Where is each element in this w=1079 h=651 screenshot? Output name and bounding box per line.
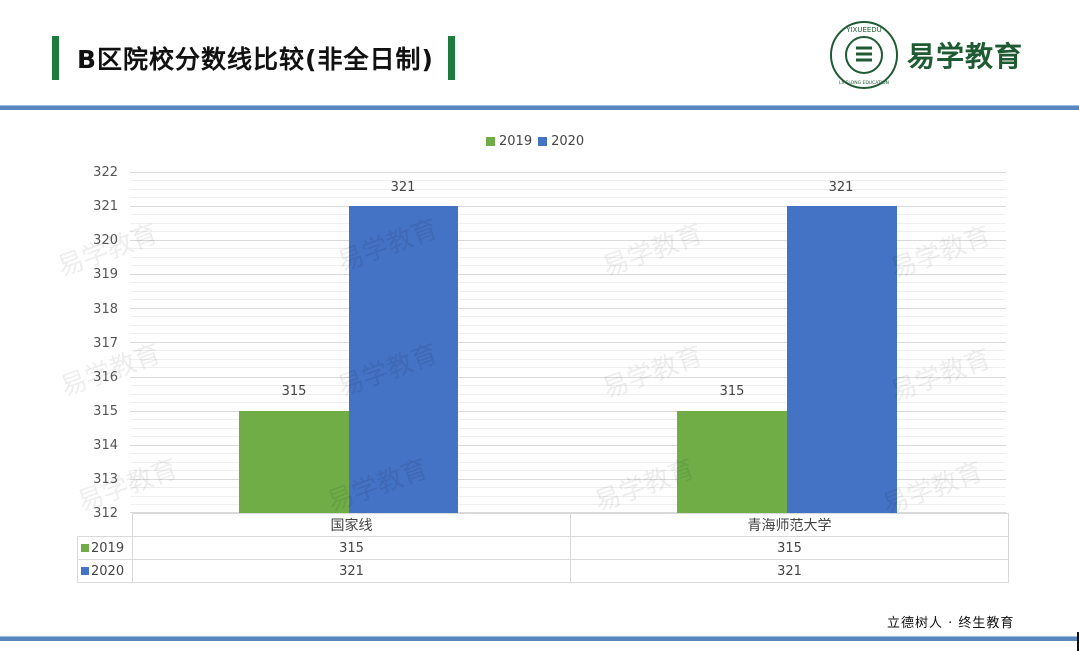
legend-key-swatch	[81, 566, 89, 575]
bar-guojiaxian-2019	[239, 411, 349, 513]
footer-divider	[0, 636, 1079, 641]
table-header-row: 国家线 青海师范大学	[77, 513, 1009, 537]
data-label: 321	[390, 180, 416, 195]
legend-swatch-2019	[486, 137, 495, 146]
logo-brand-text: 易学教育	[907, 40, 1024, 73]
table-row-key: 2019	[77, 536, 133, 560]
table-header-cell: 青海师范大学	[570, 513, 1009, 537]
legend-swatch-2020	[538, 137, 548, 146]
y-tick: 316	[93, 370, 118, 385]
bar-qinghai-2019	[677, 411, 787, 513]
table-cell: 321	[570, 559, 1009, 583]
legend-key-swatch	[81, 543, 89, 552]
table-cell: 321	[132, 559, 571, 583]
svg-text:YIXUEEDU: YIXUEEDU	[845, 26, 882, 34]
brand-logo: YIXUEEDU LIFELONG EDUCATION 易学教育	[829, 20, 1023, 90]
legend-label: 2019	[499, 134, 533, 149]
table-row: 2019 315 315	[77, 536, 1009, 560]
legend-label: 2020	[551, 134, 585, 149]
y-tick: 317	[93, 336, 118, 351]
bar-qinghai-2020	[787, 206, 897, 513]
table-cell: 315	[132, 536, 571, 560]
logo-emblem-icon: YIXUEEDU LIFELONG EDUCATION	[830, 21, 898, 89]
y-tick: 319	[93, 267, 118, 282]
table-row: 2020 321 321	[77, 559, 1009, 583]
chart-data-table: 国家线 青海师范大学 2019 315 315 2020 321 321	[77, 513, 1009, 583]
y-tick: 320	[93, 233, 118, 248]
legend-item-2020: 2020	[538, 134, 584, 149]
y-tick: 314	[93, 438, 118, 453]
y-tick: 321	[93, 199, 118, 214]
plot-area: 315 321 315 321	[130, 172, 1006, 513]
legend-item-2019: 2019	[486, 134, 532, 149]
table-header-cell: 国家线	[132, 513, 571, 537]
title-left-marker	[52, 36, 59, 80]
svg-text:LIFELONG EDUCATION: LIFELONG EDUCATION	[839, 80, 889, 86]
table-row-key: 2020	[77, 559, 133, 583]
table-cell: 315	[570, 536, 1009, 560]
page-title: B区院校分数线比较(非全日制)	[77, 45, 434, 74]
y-tick: 322	[93, 165, 118, 180]
data-label: 315	[719, 384, 745, 399]
y-tick: 313	[93, 472, 118, 487]
y-tick: 315	[93, 404, 118, 419]
bar-guojiaxian-2020	[349, 206, 458, 513]
footer-slogan: 立德树人 · 终生教育	[887, 616, 1015, 631]
page-title-block: B区院校分数线比较(非全日制)	[52, 36, 455, 80]
data-label: 315	[281, 384, 307, 399]
chart-legend: 2019 2020	[486, 134, 590, 149]
frame-edge	[1077, 632, 1079, 651]
data-label: 321	[828, 180, 854, 195]
y-tick: 318	[93, 302, 118, 317]
title-right-marker	[447, 36, 455, 80]
header-divider	[0, 105, 1079, 110]
